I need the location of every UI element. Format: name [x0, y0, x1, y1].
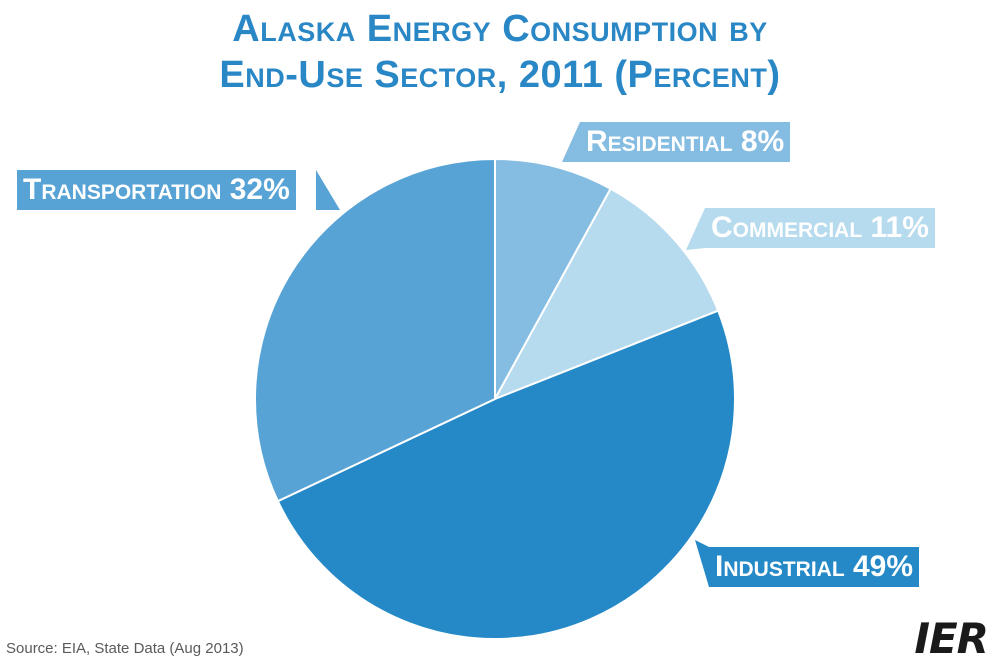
- label-residential: Residential 8%: [580, 122, 791, 162]
- slice-industrial: [276, 309, 736, 640]
- chart-title: Alaska Energy Consumption by End-Use Sec…: [0, 6, 1000, 98]
- pointer-industrial: [695, 540, 709, 587]
- pointer-residential: [562, 122, 580, 162]
- ier-logo: IER: [914, 614, 989, 663]
- pointer-commercial: [686, 208, 705, 250]
- label-transportation: Transportation 32%: [17, 170, 296, 210]
- source-note: Source: EIA, State Data (Aug 2013): [6, 640, 244, 657]
- label-industrial: Industrial 49%: [709, 547, 920, 587]
- label-commercial: Commercial 11%: [705, 208, 935, 248]
- chart-title-line-1: Alaska Energy Consumption by: [232, 8, 768, 50]
- pointer-transportation: [316, 170, 340, 210]
- chart-title-line-2: End-Use Sector, 2011 (Percent): [219, 54, 781, 96]
- slice-residential: [494, 157, 612, 400]
- slice-commercial: [492, 187, 720, 401]
- slice-transportation: [254, 157, 496, 503]
